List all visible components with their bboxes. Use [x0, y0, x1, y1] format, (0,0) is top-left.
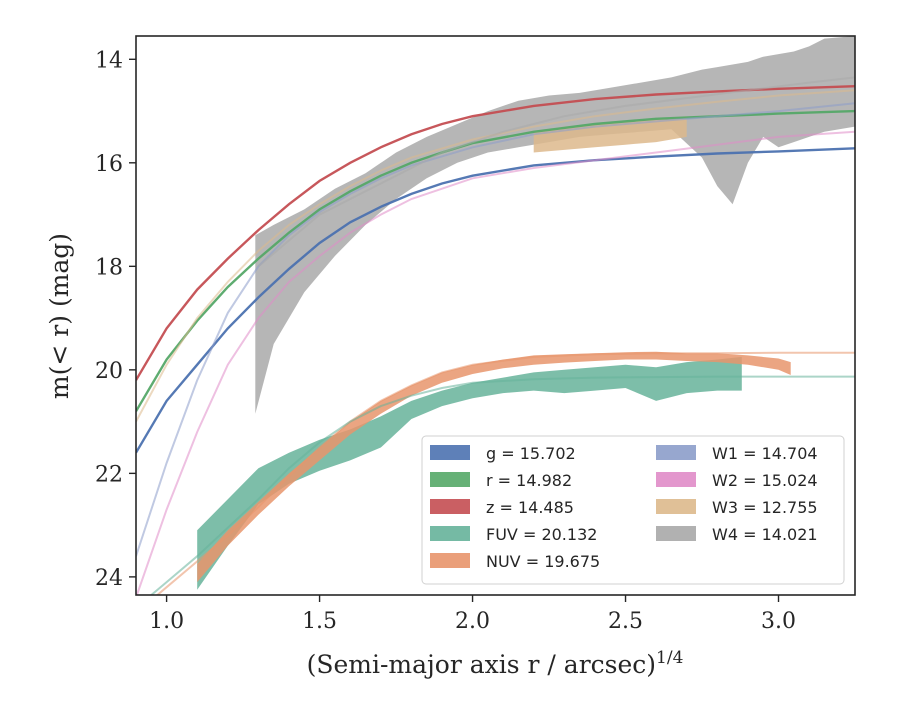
x-tick-label: 3.0 — [761, 609, 796, 634]
legend: g = 15.702 r = 14.982 z = 14.485 FUV = 20.1… — [421, 435, 845, 585]
legend-swatch — [656, 472, 696, 487]
series-line-fuv — [149, 375, 855, 595]
band-fuv — [197, 356, 742, 590]
legend-label: g = 15.702 — [486, 444, 576, 463]
series-line-w2 — [136, 130, 855, 595]
y-axis-label: m(< r) (mag) — [45, 233, 74, 399]
series-line-g — [136, 147, 855, 454]
series-line-w1 — [136, 102, 855, 557]
y-tick-label: 22 — [95, 462, 123, 487]
series-line-nuv — [155, 351, 855, 595]
x-axis-label-superscript: 1/4 — [656, 648, 683, 668]
legend-label: W2 = 15.024 — [712, 471, 818, 490]
band-w3 — [533, 116, 687, 153]
legend-label: FUV = 20.132 — [486, 525, 597, 544]
legend-swatch — [430, 472, 470, 487]
y-tick-label: 24 — [95, 566, 123, 591]
band-w4 — [255, 36, 855, 414]
legend-swatch — [430, 445, 470, 460]
y-tick-label: 20 — [95, 359, 123, 384]
x-tick-label: 2.5 — [608, 609, 643, 634]
plot-area — [136, 36, 855, 595]
series-line-z — [136, 85, 855, 381]
legend-label: W1 = 14.704 — [712, 444, 818, 463]
legend-label: W4 = 14.021 — [712, 525, 818, 544]
legend-swatch — [430, 526, 470, 541]
legend-swatch — [656, 526, 696, 541]
y-tick-label: 16 — [95, 152, 123, 177]
x-tick-label: 1.5 — [302, 609, 337, 634]
legend-swatch — [656, 445, 696, 460]
y-axis: 14 16 18 20 22 24 — [95, 48, 136, 591]
x-axis-label: (Semi-major axis r / arcsec)1/4 — [307, 648, 684, 679]
legend-label: W3 = 12.755 — [712, 498, 818, 517]
plot-frame — [135, 35, 856, 596]
x-tick-label: 2.0 — [455, 609, 490, 634]
legend-label: z = 14.485 — [486, 498, 574, 517]
x-axis: 1.0 1.5 2.0 2.5 3.0 — [149, 595, 796, 634]
legend-box — [421, 435, 845, 585]
series-line-w4 — [257, 76, 855, 268]
legend-swatch — [430, 499, 470, 514]
legend-swatch — [430, 553, 470, 568]
legend-label: NUV = 19.675 — [486, 552, 600, 571]
y-tick-label: 18 — [95, 255, 123, 280]
legend-label: r = 14.982 — [486, 471, 572, 490]
series-line-w3 — [136, 89, 855, 423]
series-line-r — [136, 109, 855, 412]
y-tick-label: 14 — [95, 48, 123, 73]
legend-swatch — [656, 499, 696, 514]
x-tick-label: 1.0 — [149, 609, 184, 634]
